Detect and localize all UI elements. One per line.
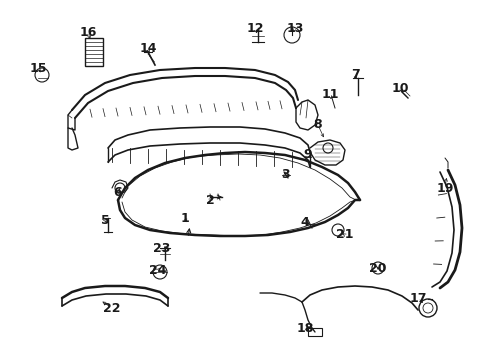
Text: 10: 10: [390, 81, 408, 94]
Text: 4: 4: [300, 216, 309, 229]
Text: 21: 21: [336, 229, 353, 242]
Text: 3: 3: [280, 168, 289, 181]
Text: 7: 7: [350, 68, 359, 81]
Bar: [85, 38, 103, 66]
Text: 13: 13: [286, 22, 303, 35]
Text: 16: 16: [79, 26, 97, 39]
Text: 11: 11: [321, 89, 338, 102]
Text: 15: 15: [29, 62, 47, 75]
Text: 9: 9: [303, 148, 312, 162]
Text: 23: 23: [153, 242, 170, 255]
Text: 18: 18: [296, 321, 313, 334]
Text: 12: 12: [246, 22, 263, 35]
Text: 22: 22: [103, 302, 121, 315]
Bar: [307, 328, 321, 336]
Text: 17: 17: [408, 292, 426, 305]
Text: 6: 6: [113, 186, 122, 199]
Text: 14: 14: [139, 41, 157, 54]
Text: 19: 19: [435, 181, 453, 194]
Text: 24: 24: [149, 264, 166, 276]
Text: 1: 1: [180, 211, 189, 225]
Text: 8: 8: [313, 118, 322, 131]
Text: 20: 20: [368, 261, 386, 274]
Text: 2: 2: [205, 194, 214, 207]
Text: 5: 5: [101, 213, 109, 226]
